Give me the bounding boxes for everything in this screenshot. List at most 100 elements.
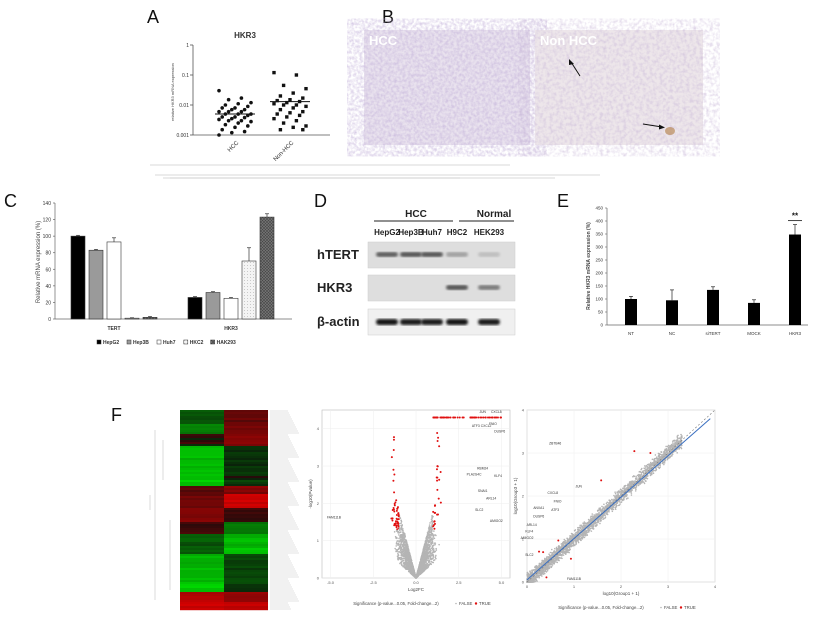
data-point-significant (435, 416, 438, 419)
heatmap-cell (224, 520, 268, 523)
data-point (643, 465, 646, 467)
data-point (423, 555, 426, 558)
data-point (404, 559, 407, 562)
dendrogram-branch (154, 174, 600, 600)
data-point (421, 562, 423, 565)
data-point (646, 468, 649, 470)
data-point (418, 573, 420, 576)
data-point-significant (538, 550, 541, 553)
heatmap-cell (180, 518, 224, 521)
bar-nc (666, 300, 678, 325)
y-axis-label: Relative HKR3 mRNA expression (%) (586, 222, 592, 310)
data-point (438, 543, 440, 546)
data-point (398, 551, 400, 553)
data-point (433, 542, 436, 544)
data-point (432, 553, 434, 555)
data-point (408, 569, 410, 571)
heatmap-cell (224, 558, 268, 561)
x-tick-label: TERT (107, 326, 120, 332)
panel-label-e: E (557, 191, 569, 211)
data-point (674, 450, 677, 452)
heatmap-cell (224, 542, 268, 545)
data-point (427, 551, 430, 554)
data-point (395, 530, 398, 532)
heatmap-cell (224, 544, 268, 547)
data-point (675, 441, 678, 443)
data-point (613, 494, 615, 497)
data-point (435, 547, 437, 550)
data-point-non-hcc (275, 98, 279, 103)
heatmap-cell (180, 474, 224, 477)
x-tick-label: 2.5 (456, 580, 462, 585)
data-point (427, 542, 430, 544)
data-point-hcc (242, 107, 247, 112)
heatmap-cell (224, 496, 268, 499)
heatmap-cell (224, 420, 268, 423)
data-point (551, 548, 553, 551)
gene-label: ATF3 (472, 424, 480, 428)
data-point (433, 559, 435, 562)
y-tick-label: 100 (595, 297, 603, 302)
heatmap-cell (224, 590, 268, 593)
protein-band (376, 319, 398, 325)
legend-label: HKC2 (190, 340, 204, 346)
data-point (401, 549, 403, 551)
y-axis-label: log10(Group3 + 1) (513, 477, 518, 514)
data-point-significant (439, 470, 442, 473)
bar-hepg2 (70, 235, 86, 320)
heatmap-cell (224, 606, 268, 609)
y-tick-label: 80 (45, 251, 51, 257)
data-point-significant (392, 436, 395, 439)
data-point (406, 558, 409, 560)
data-point (429, 545, 432, 547)
bar-mock (748, 302, 760, 325)
data-point-significant (392, 508, 395, 511)
data-point (430, 531, 432, 533)
data-point-non-hcc (294, 118, 299, 123)
data-point-non-hcc (304, 86, 308, 91)
heatmap-cell (180, 608, 224, 611)
data-point (429, 548, 431, 551)
data-point-non-hcc (297, 113, 302, 118)
data-point (424, 543, 426, 545)
y-tick-label: 0.001 (176, 133, 189, 139)
heatmap-cell (224, 510, 268, 513)
arrow-icon (642, 123, 665, 130)
data-point (400, 543, 402, 545)
data-point (664, 459, 667, 462)
data-point (426, 549, 429, 552)
data-point-significant (477, 416, 480, 419)
heatmap-cell (224, 438, 268, 441)
data-point (433, 537, 436, 540)
legend-title: Significance (p-value...0.05, Fold-chang… (558, 605, 644, 610)
heatmap-cell (224, 418, 268, 421)
heatmap-cell (224, 568, 268, 571)
heatmap-cell (180, 480, 224, 483)
y-tick-label: 140 (43, 201, 52, 207)
data-point (431, 542, 433, 544)
legend-label: Hep3B (133, 340, 149, 346)
data-point (425, 542, 428, 545)
data-point (405, 547, 408, 549)
data-point-significant (499, 416, 502, 419)
data-point (425, 546, 428, 548)
data-point-non-hcc (291, 125, 295, 130)
data-point-significant (394, 522, 397, 525)
data-point (397, 552, 399, 554)
heatmap-cell (180, 498, 224, 501)
data-point (403, 546, 405, 549)
data-point (407, 555, 410, 557)
heatmap-cell (224, 426, 268, 429)
data-point-non-hcc (294, 103, 299, 107)
heatmap-cell (224, 600, 268, 603)
data-point (398, 528, 401, 530)
heatmap-cell (224, 464, 268, 467)
heatmap-cell (180, 488, 224, 491)
data-point (401, 529, 404, 531)
heatmap-cell (180, 464, 224, 467)
bar-hepg2 (187, 297, 203, 320)
heatmap-cell (224, 434, 268, 437)
lane-label: HEK293 (474, 228, 505, 237)
data-point (401, 524, 403, 527)
heatmap-cell (180, 554, 224, 557)
